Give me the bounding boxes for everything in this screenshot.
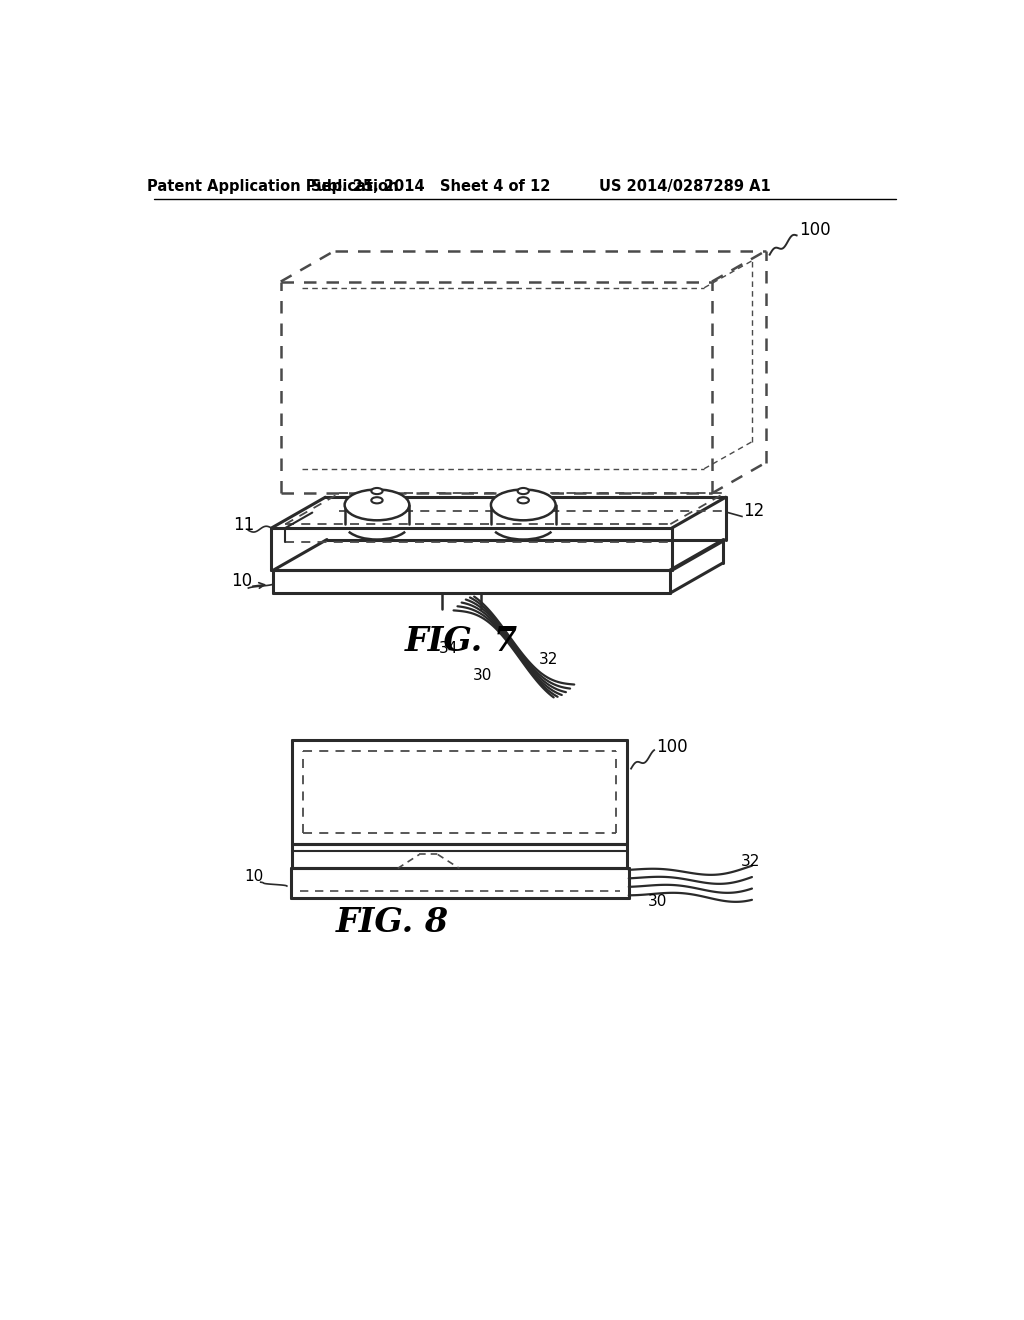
- Text: 34: 34: [438, 640, 458, 656]
- Text: 30: 30: [473, 668, 493, 682]
- Text: FIG. 7: FIG. 7: [406, 626, 518, 659]
- Text: 32: 32: [539, 652, 558, 668]
- Text: 32: 32: [740, 854, 760, 869]
- Text: Patent Application Publication: Patent Application Publication: [147, 180, 398, 194]
- Ellipse shape: [372, 488, 383, 494]
- Ellipse shape: [372, 498, 383, 503]
- Ellipse shape: [517, 498, 529, 503]
- Text: 12: 12: [742, 503, 764, 520]
- Text: US 2014/0287289 A1: US 2014/0287289 A1: [599, 180, 771, 194]
- Ellipse shape: [517, 488, 529, 494]
- Ellipse shape: [345, 490, 410, 520]
- Text: 100: 100: [656, 738, 688, 755]
- Text: 11: 11: [233, 516, 254, 535]
- Text: 30: 30: [648, 894, 668, 909]
- Text: 10: 10: [230, 572, 252, 590]
- Text: 10: 10: [245, 869, 264, 883]
- Text: Sep. 25, 2014   Sheet 4 of 12: Sep. 25, 2014 Sheet 4 of 12: [311, 180, 551, 194]
- Text: FIG. 8: FIG. 8: [336, 907, 449, 940]
- Ellipse shape: [490, 490, 556, 520]
- Text: 100: 100: [799, 222, 830, 239]
